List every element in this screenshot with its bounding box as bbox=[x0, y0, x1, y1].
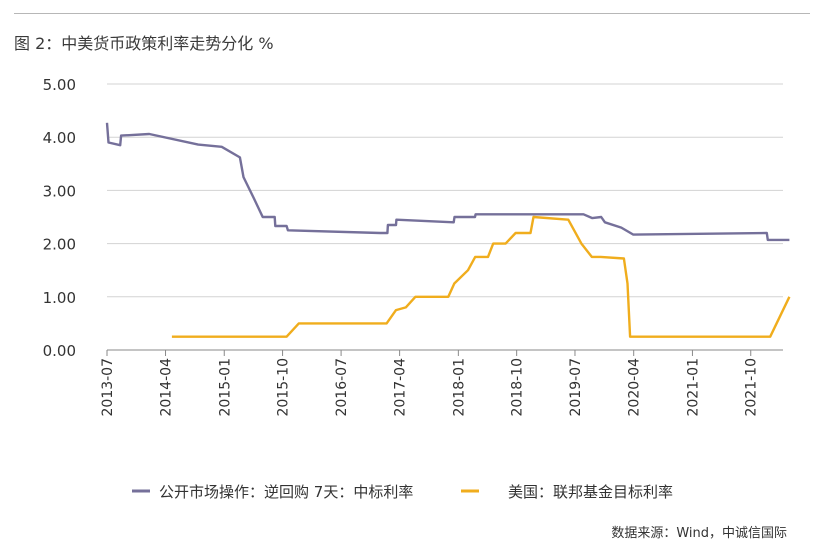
y-tick-label: 0.00 bbox=[43, 342, 76, 360]
x-axis: 2013-07 2014-04 2015-01 2015-10 2016-07 2017-… bbox=[100, 350, 760, 417]
x-tick-label: 2019-07 bbox=[568, 358, 584, 417]
y-tick-label: 2.00 bbox=[43, 236, 76, 254]
x-tick-label: 2015-10 bbox=[276, 358, 292, 417]
y-tick-label: 1.00 bbox=[43, 289, 76, 307]
y-axis: 0.00 1.00 2.00 3.00 4.00 5.00 bbox=[43, 76, 783, 360]
top-rule bbox=[14, 13, 810, 14]
x-tick-label: 2017-04 bbox=[393, 358, 409, 417]
grid-lines bbox=[107, 83, 783, 298]
x-tick-label: 2015-01 bbox=[217, 358, 233, 417]
x-tick-label: 2013-07 bbox=[100, 358, 116, 417]
y-tick-label: 3.00 bbox=[43, 182, 76, 200]
x-tick-label: 2018-10 bbox=[510, 358, 526, 417]
series-lines bbox=[105, 122, 791, 338]
legend-label-1: 公开市场操作：逆回购 7天：中标利率 bbox=[159, 483, 413, 501]
legend: 公开市场操作：逆回购 7天：中标利率 美国：联邦基金目标利率 bbox=[132, 483, 673, 501]
series-line-1 bbox=[105, 122, 790, 242]
x-tick-label: 2020-04 bbox=[627, 358, 643, 417]
x-tick-label: 2018-01 bbox=[451, 358, 467, 417]
series-line-2 bbox=[171, 215, 791, 338]
y-tick-label: 5.00 bbox=[43, 76, 76, 94]
x-tick-label: 2021-01 bbox=[685, 358, 701, 417]
y-tick-label: 4.00 bbox=[43, 129, 76, 147]
data-source: 数据来源：Wind，中诚信国际 bbox=[611, 526, 787, 541]
chart-title: 图 2：中美货币政策利率走势分化 % bbox=[14, 34, 274, 53]
legend-label-2: 美国：联邦基金目标利率 bbox=[508, 483, 673, 501]
x-tick-label: 2021-10 bbox=[744, 358, 760, 417]
x-tick-label: 2014-04 bbox=[159, 358, 175, 417]
x-tick-label: 2016-07 bbox=[334, 358, 350, 417]
